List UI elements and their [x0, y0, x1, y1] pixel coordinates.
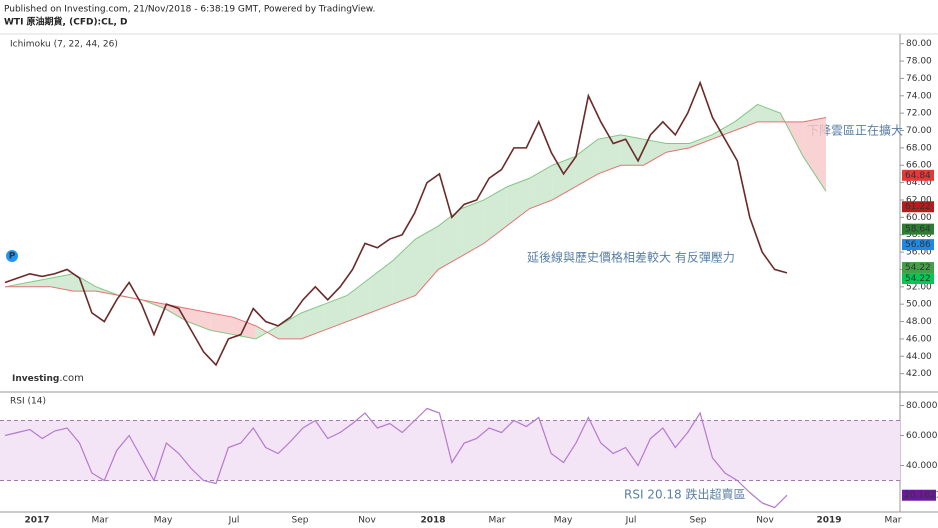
- x-tick-label: Nov: [756, 516, 774, 526]
- y-tick-label: 68.00: [906, 143, 932, 153]
- cloud-fill: [666, 143, 690, 153]
- cloud-fill: [27, 278, 51, 287]
- x-tick-label: Mar: [92, 516, 109, 526]
- cloud-fill: [483, 186, 507, 244]
- y-tick-label: 62.00: [906, 195, 932, 205]
- cloud-fill: [324, 295, 348, 331]
- price-label-box: [902, 169, 934, 181]
- logo: Investing.com: [12, 373, 84, 384]
- cloud-fill: [552, 156, 576, 200]
- rsi-label: RSI (14): [10, 397, 46, 407]
- y-tick-label: 58.00: [906, 230, 932, 240]
- rsi-value-box: [902, 489, 936, 501]
- header: Published on Investing.com, 21/Nov/2018 …: [4, 5, 375, 15]
- rsi-tick-label: 60.0000: [906, 431, 938, 441]
- price-label: 64.84: [905, 171, 931, 181]
- cloud-fill: [461, 199, 484, 257]
- marker-text: P: [9, 252, 16, 262]
- price-label: 56.86: [905, 240, 931, 250]
- symbol: WTI 原油期貨, (CFD):CL, D: [4, 16, 128, 28]
- x-tick-label: Mar: [489, 516, 506, 526]
- cloud-fill: [50, 273, 74, 292]
- cloud-fill: [711, 121, 735, 140]
- rsi-band: [0, 420, 900, 481]
- price-label: 54.22: [905, 263, 931, 273]
- price-label-box: [902, 201, 934, 213]
- indicator-label: Ichimoku (7, 22, 44, 26): [10, 40, 118, 50]
- y-tick-label: 48.00: [906, 317, 932, 327]
- cloud-fill: [187, 308, 211, 331]
- x-tick-label: Sep: [690, 516, 707, 526]
- x-tick-label: 2018: [420, 516, 445, 526]
- price-label: 58.64: [905, 225, 931, 235]
- x-tick-label: 2019: [816, 516, 841, 526]
- price-label-box: [902, 262, 934, 274]
- rsi-value-label: 20.1821: [904, 491, 938, 501]
- price-label: 54.22: [905, 274, 931, 284]
- rsi-annotation: RSI 20.18 跌出超賣區: [624, 487, 745, 502]
- cloud-fill: [575, 139, 598, 187]
- x-tick-label: Mar: [885, 516, 902, 526]
- y-tick-label: 72.00: [906, 109, 932, 119]
- cloud-fill: [347, 278, 370, 322]
- y-tick-label: 76.00: [906, 74, 932, 84]
- rsi-line: [4, 407, 788, 509]
- cloud-fill: [506, 178, 530, 227]
- annotation: 下降雲區正在擴大: [807, 123, 903, 138]
- cloud-fill: [803, 117, 826, 192]
- cloud-fill: [438, 208, 462, 270]
- cloud-fill: [164, 304, 188, 322]
- cloud-fill: [301, 304, 325, 339]
- y-tick-label: 52.00: [906, 282, 932, 292]
- y-tick-label: 70.00: [906, 126, 932, 136]
- cloud-fill: [210, 312, 234, 335]
- price-label-box: [902, 239, 934, 251]
- y-tick-label: 78.00: [906, 57, 932, 67]
- cloud-fill: [529, 165, 553, 209]
- price-label-box: [902, 223, 934, 235]
- x-tick-label: Jul: [228, 516, 240, 526]
- cloud-fill: [643, 139, 667, 166]
- price-label-box: [902, 273, 934, 285]
- y-tick-label: 80.00: [906, 39, 932, 49]
- cloud-fill: [597, 134, 621, 174]
- cloud-line: [5, 116, 827, 340]
- cloud-fill: [369, 260, 393, 313]
- y-tick-label: 44.00: [906, 352, 932, 362]
- x-tick-label: Sep: [292, 516, 309, 526]
- x-tick-label: 2017: [24, 516, 49, 526]
- y-tick-label: 60.00: [906, 213, 932, 223]
- y-tick-label: 46.00: [906, 334, 932, 344]
- x-tick-label: May: [554, 516, 573, 526]
- cloud-fill: [689, 134, 712, 148]
- cloud-fill: [734, 104, 758, 131]
- y-tick-label: 56.00: [906, 248, 932, 258]
- rsi-tick-label: 40.0000: [906, 461, 938, 471]
- y-tick-label: 64.00: [906, 178, 932, 188]
- price-line: [4, 80, 788, 367]
- cloud-fill: [415, 226, 439, 296]
- y-tick-label: 50.00: [906, 300, 932, 310]
- annotation: 延後線與歷史價格相差較大 有反彈壓力: [527, 250, 735, 265]
- logo-main: Investing: [12, 374, 59, 384]
- rsi-tick-label: 80.0000: [906, 401, 938, 411]
- cloud-fill: [278, 312, 302, 339]
- x-tick-label: Jul: [625, 516, 637, 526]
- y-tick-label: 74.00: [906, 91, 932, 101]
- x-tick-label: Nov: [358, 516, 376, 526]
- x-tick-label: May: [154, 516, 173, 526]
- logo-suffix: .com: [59, 373, 84, 384]
- marker-icon: [6, 250, 18, 262]
- cloud-fill: [757, 104, 781, 122]
- y-tick-label: 42.00: [906, 369, 932, 379]
- cloud-fill: [392, 239, 416, 305]
- y-tick-label: 66.00: [906, 161, 932, 171]
- price-label: 61.22: [905, 202, 931, 212]
